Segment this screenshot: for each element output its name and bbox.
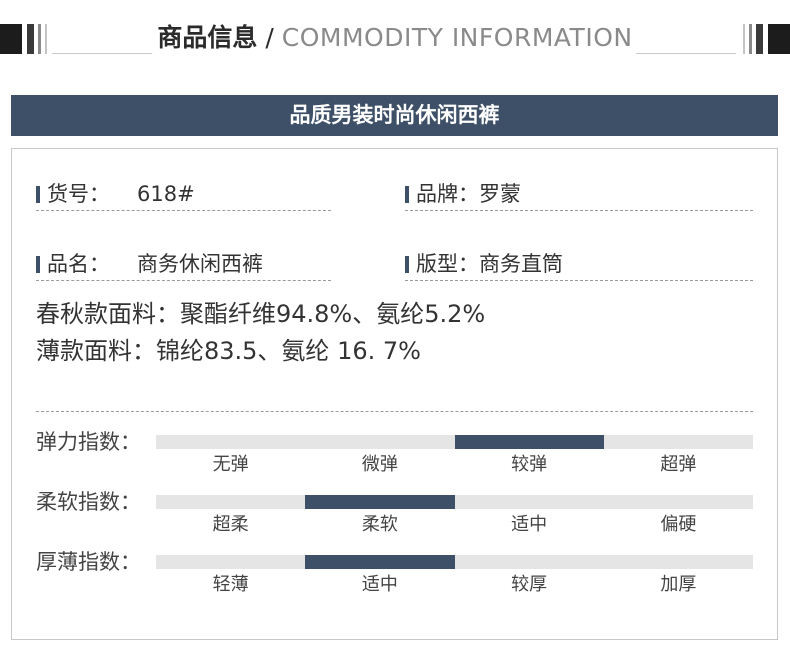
field-marker (36, 256, 40, 273)
scale-option: 较弹 (511, 454, 548, 475)
scale-option: 轻薄 (212, 574, 249, 595)
field-value: 618# (137, 182, 195, 206)
field-fit: 版型：商务直筒 (405, 248, 753, 281)
scale-option: 适中 (511, 514, 548, 535)
scale-options: 无弹 微弹 较弹 超弹 (156, 453, 753, 477)
scale-indicator (305, 495, 455, 509)
header-decoration-left (0, 24, 52, 54)
field-name: 品名： 商务休闲西裤 (36, 248, 331, 281)
page-title-cn: 商品信息 (157, 23, 258, 52)
scale-track (156, 555, 753, 569)
scale-option: 超柔 (212, 514, 249, 535)
scale-track (156, 435, 753, 449)
scale-option: 柔软 (361, 514, 398, 535)
field-value: 商务直筒 (479, 252, 563, 276)
scale-label: 厚薄指数： (36, 550, 141, 574)
info-panel (11, 148, 778, 640)
field-item-no: 货号： 618# (36, 178, 331, 211)
header-rule-left (52, 53, 152, 54)
scale-label: 柔软指数： (36, 490, 141, 514)
scale-label: 弹力指数： (36, 430, 141, 454)
scale-option: 偏硬 (660, 514, 697, 535)
scale-option: 适中 (361, 574, 398, 595)
scale-indicator (454, 435, 604, 449)
scale-option: 无弹 (212, 454, 249, 475)
field-marker (405, 186, 409, 203)
fabric-thin: 薄款面料：锦纶83.5、氨纶 16. 7% (36, 337, 421, 365)
scale-indicator (305, 555, 455, 569)
header-rule-right (636, 53, 736, 54)
field-brand: 品牌：罗蒙 (405, 178, 753, 211)
scale-option: 较厚 (511, 574, 548, 595)
fabric-spring-autumn: 春秋款面料：聚酯纤维94.8%、氨纶5.2% (36, 300, 486, 328)
scale-options: 轻薄 适中 较厚 加厚 (156, 573, 753, 597)
field-value: 罗蒙 (479, 182, 521, 206)
field-label: 货号： (47, 182, 110, 206)
section-divider (36, 411, 753, 412)
field-label: 品名： (47, 252, 110, 276)
scale-option: 超弹 (660, 454, 697, 475)
product-banner: 品质男装时尚休闲西裤 (11, 95, 778, 136)
page-title-en: COMMODITY INFORMATION (281, 23, 633, 52)
header-decoration-right (738, 24, 790, 54)
field-label: 版型： (416, 252, 479, 276)
field-value: 商务休闲西裤 (137, 252, 263, 276)
page-title-slash: / (257, 23, 282, 52)
field-marker (405, 256, 409, 273)
scale-track (156, 495, 753, 509)
field-label: 品牌： (416, 182, 479, 206)
page-title: 商品信息 / COMMODITY INFORMATION (0, 22, 790, 54)
field-marker (36, 186, 40, 203)
scale-option: 加厚 (660, 574, 697, 595)
scale-options: 超柔 柔软 适中 偏硬 (156, 513, 753, 537)
scale-option: 微弹 (361, 454, 398, 475)
